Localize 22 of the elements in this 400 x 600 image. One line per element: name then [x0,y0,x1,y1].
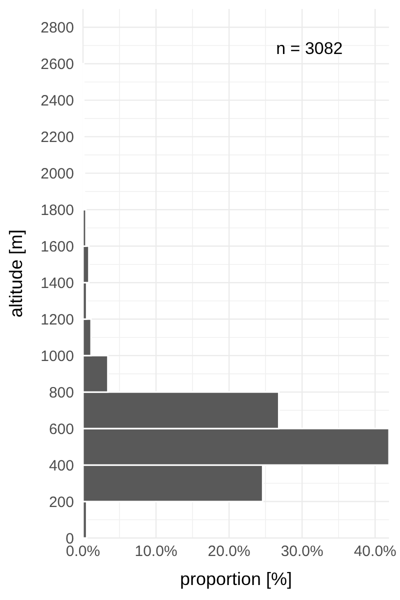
y-tick-label: 2600 [40,56,74,73]
y-tick-label: 1200 [40,311,74,328]
x-tick-label: 0.0% [66,543,100,560]
x-axis-title: proportion [%] [180,569,292,589]
y-tick-label: 600 [48,420,74,438]
y-tick-label: 1400 [40,274,74,292]
y-tick-label: 1000 [40,348,74,365]
y-tick-label: 400 [48,457,74,474]
x-tick-label: 30.0% [280,543,324,560]
y-tick-label: 2000 [40,165,74,182]
y-tick-label: 1600 [40,238,74,256]
y-tick-label: 2200 [40,128,74,146]
y-tick-label: 2800 [40,19,74,36]
x-tick-label: 40.0% [354,543,396,560]
y-tick-label: 2400 [40,92,74,110]
y-tick-label: 800 [48,384,74,402]
x-tick-label: 20.0% [208,543,250,560]
y-tick-label: 1800 [40,202,74,219]
y-axis-title: altitude [m] [6,229,26,318]
annotation: n = 3082 [276,39,343,58]
x-tick-label: 10.0% [134,543,178,560]
y-tick-label: 200 [48,494,74,511]
